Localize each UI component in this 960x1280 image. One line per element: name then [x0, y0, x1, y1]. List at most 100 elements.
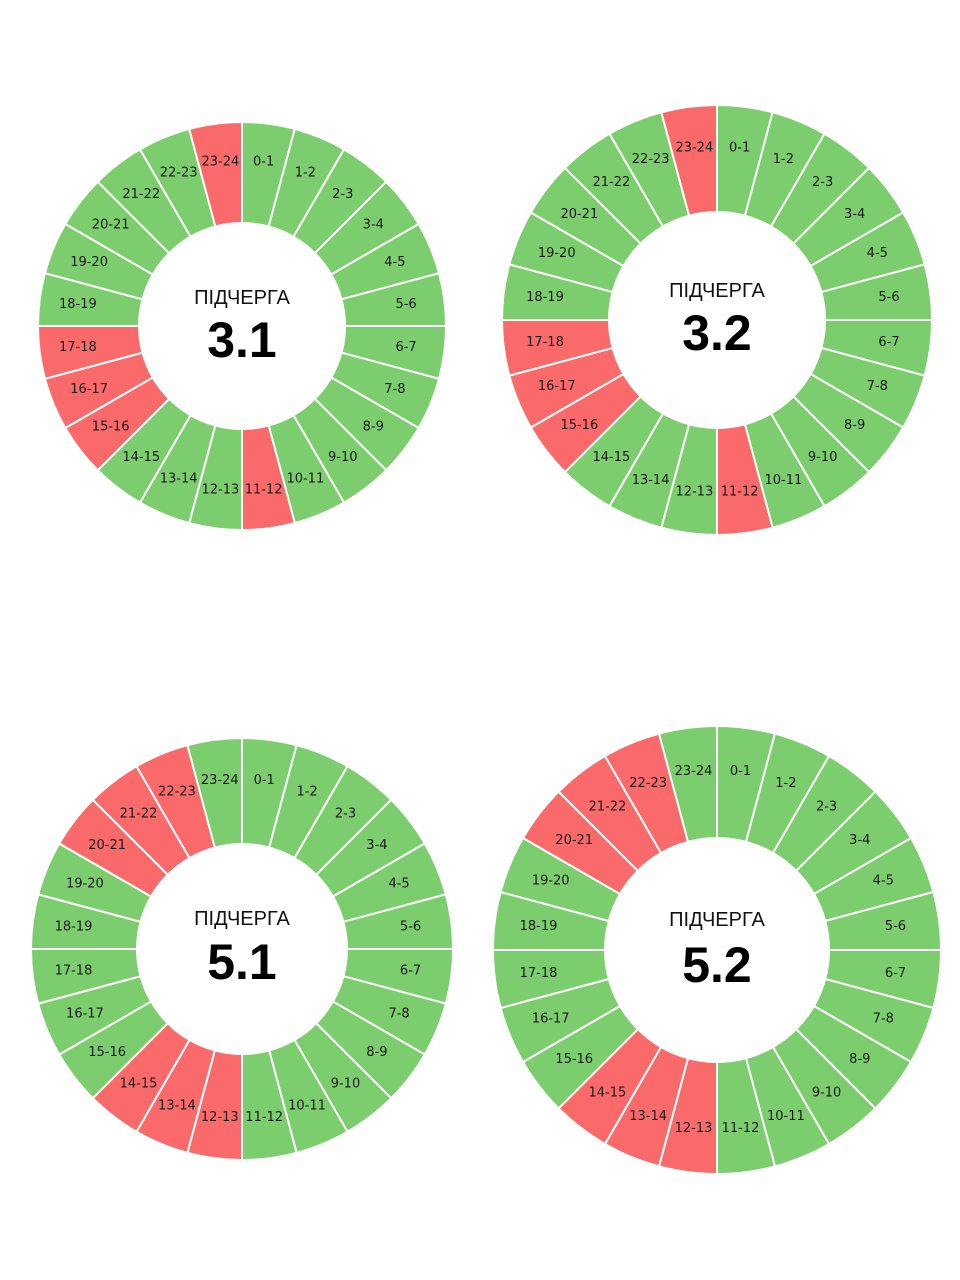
segment-label: 15-16: [92, 419, 130, 434]
segment-label: 19-20: [70, 255, 108, 270]
segment-label: 18-19: [59, 297, 97, 312]
segment-label: 22-23: [629, 776, 667, 791]
segment-label: 16-17: [532, 1011, 570, 1026]
donut-chart-3.1: 0-1 1-2 2-3 3-4 4-5 5-6 6-7 7-8 8-9 9-10 10-1111-1…: [36, 120, 448, 532]
segment-23-24-on: [657, 724, 718, 844]
segment-label: 4-5: [873, 874, 894, 889]
segment-label: 8-9: [844, 418, 865, 433]
segment-label: 0-1: [730, 764, 751, 779]
segment-label: 0-1: [253, 154, 274, 169]
segment-label: 6-7: [400, 964, 421, 979]
segment-label: 23-24: [202, 154, 240, 169]
segment-label: 10-11: [286, 471, 324, 486]
segment-label: 23-24: [201, 773, 239, 788]
segment-label: 2-3: [812, 175, 833, 190]
segment-label: 20-21: [88, 838, 126, 853]
segment-label: 12-13: [675, 485, 713, 500]
segment-label: 3-4: [844, 207, 865, 222]
segment-label: 12-13: [201, 1110, 239, 1125]
segment-23-24-on: [186, 736, 243, 849]
segment-label: 11-12: [722, 1121, 760, 1136]
segment-label: 0-1: [729, 140, 750, 155]
segment-label: 8-9: [366, 1045, 387, 1060]
segment-label: 7-8: [873, 1011, 894, 1026]
segment-label: 16-17: [538, 379, 576, 394]
segment-label: 0-1: [254, 773, 275, 788]
segment-label: 5-6: [885, 919, 906, 934]
segment-label: 20-21: [555, 833, 593, 848]
segment-label: 19-20: [538, 246, 576, 261]
segment-label: 2-3: [816, 800, 837, 815]
segment-label: 13-14: [160, 471, 198, 486]
segment-label: 8-9: [363, 419, 384, 434]
segment-label: 22-23: [632, 152, 670, 167]
segment-label: 3-4: [849, 833, 870, 848]
segment-label: 10-11: [767, 1109, 805, 1124]
segment-label: 13-14: [632, 473, 670, 488]
segment-label: 17-18: [59, 340, 97, 355]
segment-label: 10-11: [288, 1099, 326, 1114]
segment-label: 17-18: [520, 966, 558, 981]
donut-chart-3.2: 0-1 1-2 2-3 3-4 4-5 5-6 6-7 7-8 8-9 9-10 10-11 11-1…: [500, 103, 934, 537]
segment-23-24-off: [660, 103, 718, 217]
segment-label: 12-13: [675, 1121, 713, 1136]
chart-title: 5.2: [682, 937, 752, 993]
segment-label: 21-22: [589, 800, 627, 815]
chart-title: 5.1: [207, 934, 277, 990]
segment-label: 7-8: [384, 382, 405, 397]
segment-label: 7-8: [867, 379, 888, 394]
segment-label: 16-17: [66, 1007, 104, 1022]
segment-label: 6-7: [885, 966, 906, 981]
segment-label: 14-15: [589, 1085, 627, 1100]
chart-caption: ПІДЧЕРГА: [669, 909, 765, 931]
segment-label: 21-22: [592, 175, 630, 190]
segment-label: 15-16: [560, 418, 598, 433]
segment-label: 18-19: [55, 919, 93, 934]
segment-label: 2-3: [332, 187, 353, 202]
segment-label: 9-10: [808, 450, 838, 465]
segment-label: 18-19: [520, 919, 558, 934]
segment-label: 8-9: [849, 1052, 870, 1067]
segment-label: 3-4: [366, 838, 387, 853]
segment-label: 17-18: [526, 335, 564, 350]
segment-label: 16-17: [70, 382, 108, 397]
segment-label: 6-7: [878, 335, 899, 350]
segment-label: 2-3: [335, 807, 356, 822]
donut-chart-5.1: 0-1 1-2 2-3 3-4 4-5 5-6 6-7 7-8 8-9 9-10 10-11 11-1…: [29, 736, 455, 1162]
segment-label: 18-19: [526, 290, 564, 305]
segment-label: 19-20: [532, 874, 570, 889]
segment-label: 10-11: [765, 473, 803, 488]
chart-caption: ПІДЧЕРГА: [669, 280, 765, 302]
segment-label: 11-12: [245, 483, 283, 498]
segment-label: 15-16: [555, 1052, 593, 1067]
segment-label: 1-2: [295, 166, 316, 181]
segment-label: 23-24: [675, 764, 713, 779]
segment-label: 4-5: [384, 255, 405, 270]
segment-label: 23-24: [675, 140, 713, 155]
chart-title: 3.2: [682, 305, 752, 361]
segment-label: 5-6: [878, 290, 899, 305]
segment-label: 21-22: [120, 807, 158, 822]
segment-label: 20-21: [92, 218, 130, 233]
segment-label: 14-15: [592, 450, 630, 465]
segment-label: 1-2: [775, 776, 796, 791]
segment-label: 22-23: [160, 166, 198, 181]
segment-23-24-off: [187, 120, 243, 228]
segment-label: 6-7: [395, 340, 416, 355]
segment-label: 3-4: [363, 218, 384, 233]
segment-label: 17-18: [55, 964, 93, 979]
segment-label: 13-14: [629, 1109, 667, 1124]
donut-chart-5.2: 0-1 1-2 2-3 3-4 4-5 5-6 6-7 7-8 8-9 9-10 10-11 11-1…: [491, 724, 943, 1176]
chart-caption: ПІДЧЕРГА: [194, 287, 290, 309]
segment-label: 14-15: [120, 1076, 158, 1091]
segment-label: 5-6: [400, 919, 421, 934]
segment-label: 5-6: [395, 297, 416, 312]
chart-title: 3.1: [207, 312, 277, 368]
segment-label: 1-2: [296, 784, 317, 799]
segment-label: 20-21: [560, 207, 598, 222]
segment-label: 15-16: [88, 1045, 126, 1060]
segment-label: 21-22: [122, 187, 160, 202]
segment-label: 7-8: [388, 1007, 409, 1022]
segment-label: 19-20: [66, 876, 104, 891]
